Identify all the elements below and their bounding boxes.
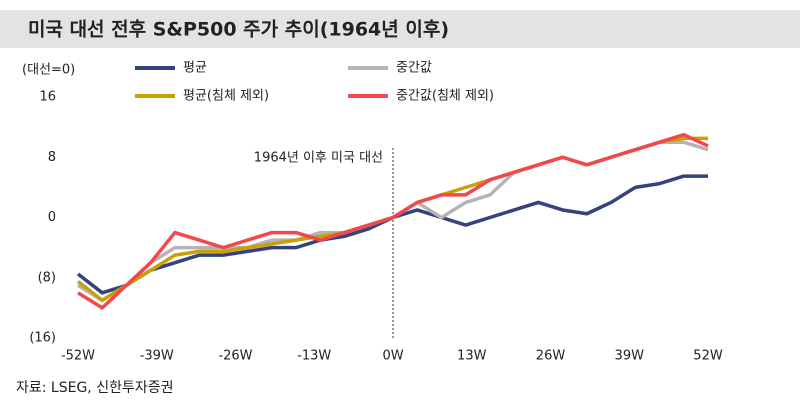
series-line (77, 132, 709, 310)
x-tick-label: -52W (61, 349, 95, 364)
x-tick-label: 0W (382, 349, 403, 364)
chart-title: 미국 대선 전후 S&P500 주가 추이(1964년 이후) (28, 19, 449, 41)
y-tick-label: 0 (48, 210, 56, 225)
legend-label: 중간값 (396, 61, 432, 76)
x-tick-label: 52W (693, 349, 723, 364)
legend-label: 평균(침체 제외) (183, 89, 269, 104)
x-tick-label: -26W (218, 349, 252, 364)
legend-label: 평균 (183, 61, 207, 76)
y-tick-label: 8 (48, 150, 56, 165)
x-tick-label: 13W (457, 349, 487, 364)
source: 자료: LSEG, 신한투자증권 (16, 380, 174, 396)
y-tick-label: (16) (29, 331, 56, 346)
title-bar (0, 10, 800, 48)
x-tick-label: -13W (297, 349, 331, 364)
legend-label: 중간값(침체 제외) (396, 89, 494, 104)
x-tick-label: 26W (536, 349, 566, 364)
y-tick-label: (8) (38, 270, 56, 285)
x-tick-label: 39W (615, 349, 645, 364)
y-axis-label: (대선=0) (22, 63, 75, 78)
annotation: 1964년 이후 미국 대선 (254, 151, 383, 166)
y-tick-label: 16 (39, 90, 56, 105)
x-tick-label: -39W (140, 349, 174, 364)
